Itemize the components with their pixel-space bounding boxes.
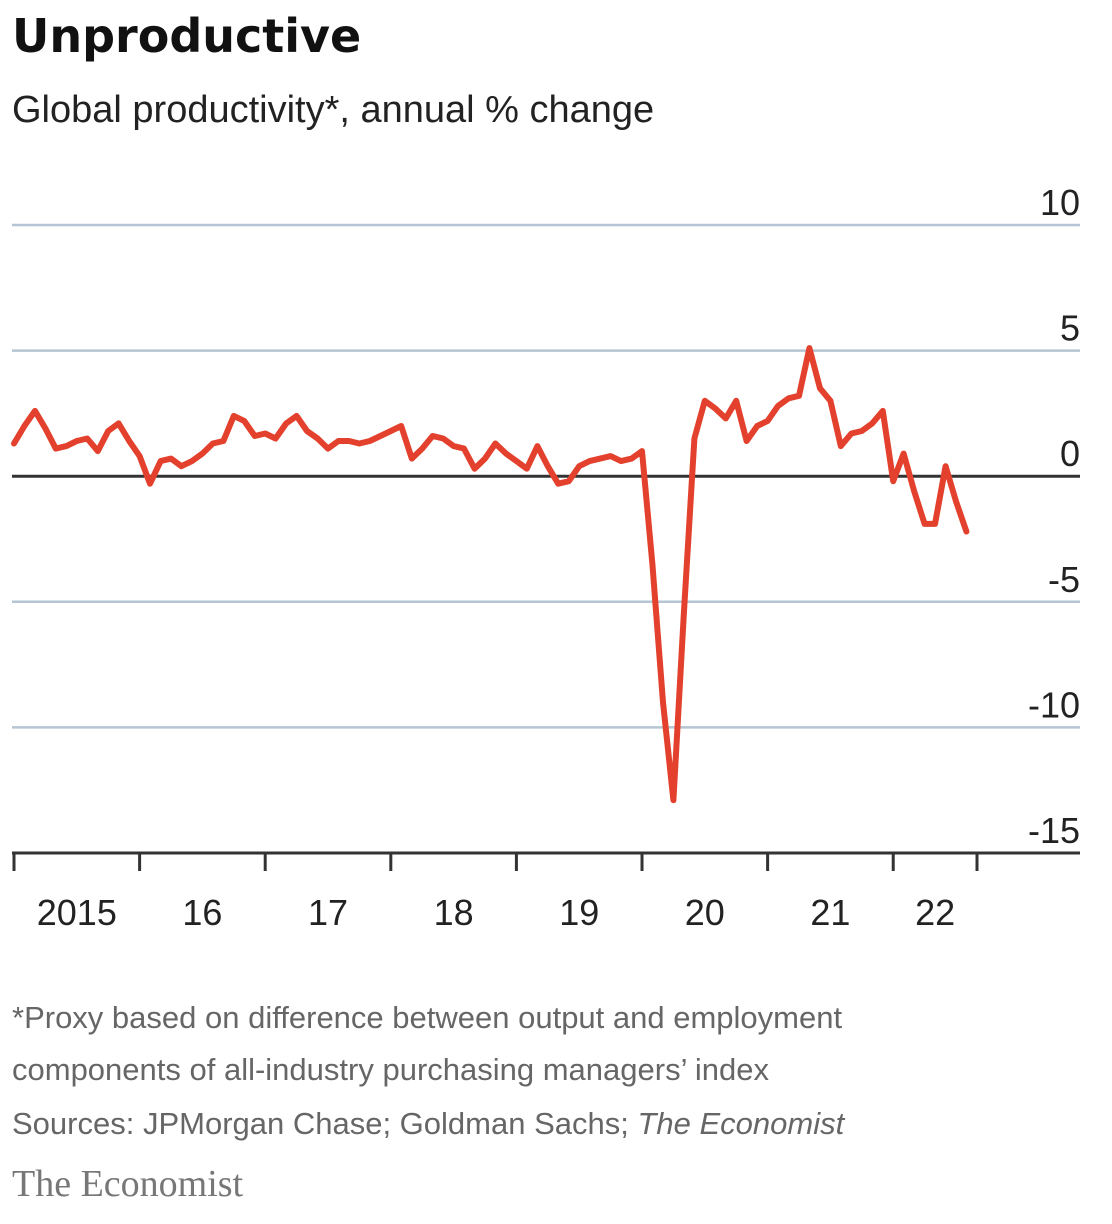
x-tick-label: 16 <box>182 892 222 933</box>
data-line <box>11 345 970 804</box>
x-tick-label: 18 <box>434 892 474 933</box>
x-tick-label: 20 <box>685 892 725 933</box>
y-tick-label: -10 <box>1028 684 1080 725</box>
y-tick-label: -15 <box>1028 810 1080 851</box>
x-tick-label: 19 <box>559 892 599 933</box>
footnote: *Proxy based on difference between outpu… <box>12 1000 842 1035</box>
y-tick-label: 5 <box>1060 308 1080 349</box>
source: Sources: JPMorgan Chase; Goldman Sachs; … <box>12 1106 846 1141</box>
chart-subtitle: Global productivity*, annual % change <box>12 89 654 131</box>
brand: The Economist <box>12 1163 244 1205</box>
source-italic: The Economist <box>637 1106 845 1141</box>
y-tick-label: 10 <box>1040 182 1080 223</box>
x-tick-label: 17 <box>308 892 348 933</box>
x-tick-label: 22 <box>915 892 955 933</box>
y-tick-label: 0 <box>1060 433 1080 474</box>
footnote: components of all-industry purchasing ma… <box>12 1052 770 1087</box>
x-tick-label: 21 <box>810 892 850 933</box>
x-tick-label: 2015 <box>37 892 117 933</box>
chart-title: Unproductive <box>12 9 361 63</box>
source-text: Sources: JPMorgan Chase; Goldman Sachs; <box>12 1106 637 1141</box>
y-tick-label: -5 <box>1048 559 1080 600</box>
